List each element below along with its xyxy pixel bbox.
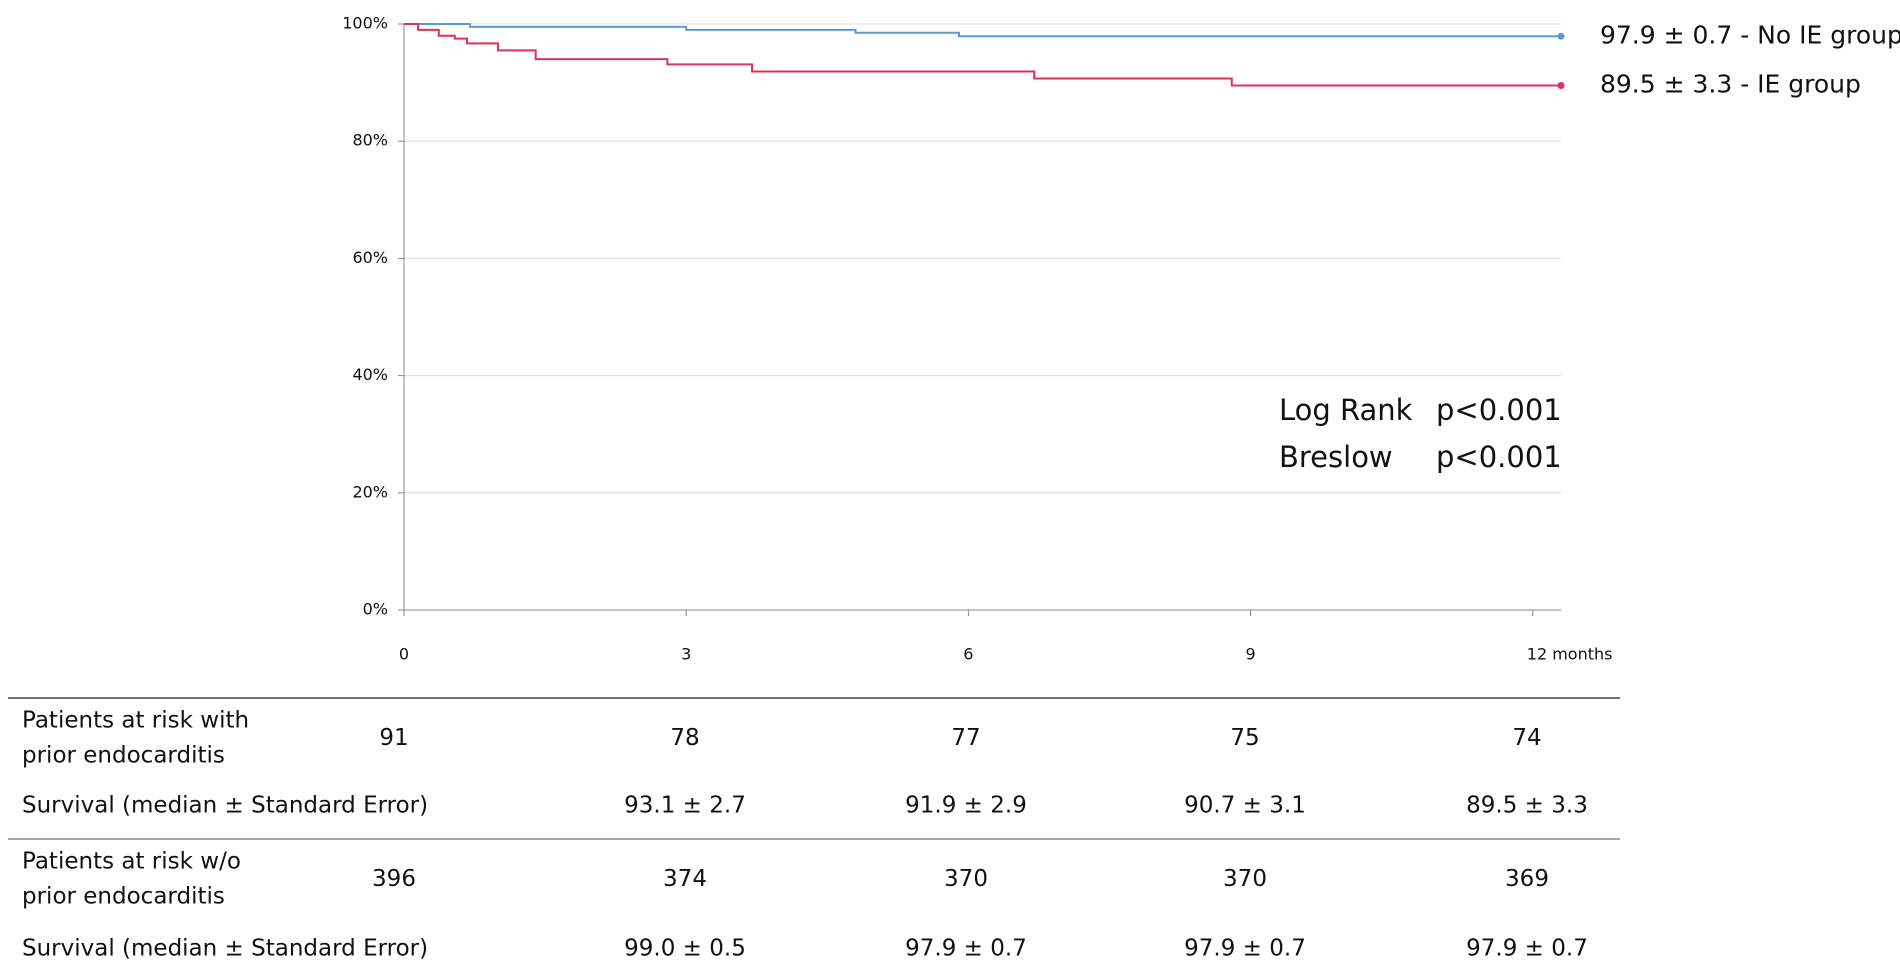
survival-line	[404, 23, 1561, 87]
row-label: Survival (median ± Standard Error)	[22, 793, 428, 819]
table-cell: 99.0 ± 0.5	[624, 936, 746, 962]
table-cell: 90.7 ± 3.1	[1184, 793, 1306, 819]
table-cell: 369	[1505, 866, 1549, 892]
row-label: Patients at risk with	[22, 708, 249, 734]
stat-annotation: p<0.001	[1436, 393, 1562, 427]
table-cell: 97.9 ± 0.7	[1184, 936, 1306, 962]
table-cell: 370	[1223, 866, 1267, 892]
x-tick-label: 6	[963, 645, 973, 664]
table-cell: 91.9 ± 2.9	[905, 793, 1027, 819]
x-tick-label: 9	[1245, 645, 1255, 664]
table-cell: 370	[944, 866, 988, 892]
stat-annotation: Log Rank	[1279, 393, 1413, 427]
row-label: prior endocarditis	[22, 743, 225, 769]
y-tick-label: 0%	[363, 600, 388, 619]
end-marker	[1557, 82, 1565, 90]
y-tick-label: 40%	[352, 365, 388, 384]
x-tick-label: 0	[399, 645, 409, 664]
end-marker	[1557, 32, 1565, 40]
stat-annotation: p<0.001	[1436, 440, 1562, 474]
table-cell: 75	[1230, 725, 1259, 751]
stat-annotation: Breslow	[1279, 440, 1393, 474]
survival-line	[404, 23, 1561, 38]
table-cell: 396	[372, 866, 416, 892]
row-label: Survival (median ± Standard Error)	[22, 936, 428, 962]
row-label: prior endocarditis	[22, 884, 225, 910]
table-cell: 97.9 ± 0.7	[1466, 936, 1588, 962]
table-cell: 93.1 ± 2.7	[624, 793, 746, 819]
table-cell: 77	[951, 725, 980, 751]
table-cell: 78	[670, 725, 699, 751]
x-tick-label: 12 months	[1527, 645, 1613, 664]
series-label: 89.5 ± 3.3 - IE group	[1600, 70, 1861, 99]
table-cell: 91	[379, 725, 408, 751]
table-cell: 74	[1512, 725, 1541, 751]
y-tick-label: 20%	[352, 482, 388, 501]
table-cell: 89.5 ± 3.3	[1466, 793, 1588, 819]
y-tick-label: 80%	[352, 131, 388, 150]
series-label: 97.9 ± 0.7 - No IE group	[1600, 20, 1900, 49]
row-label: Patients at risk w/o	[22, 849, 241, 875]
x-tick-label: 3	[681, 645, 691, 664]
y-tick-label: 100%	[342, 14, 388, 33]
table-cell: 374	[663, 866, 707, 892]
table-cell: 97.9 ± 0.7	[905, 936, 1027, 962]
y-tick-label: 60%	[352, 248, 388, 267]
